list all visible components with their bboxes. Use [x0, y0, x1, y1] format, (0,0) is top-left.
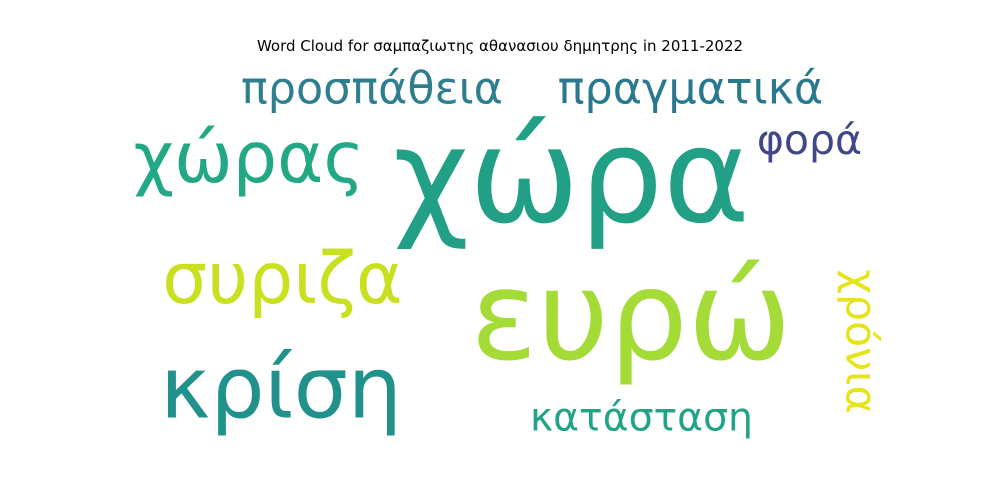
word-κρίση: κρίση — [160, 339, 402, 438]
word-προσπάθεια: προσπάθεια — [241, 63, 503, 114]
word-ευρώ: ευρώ — [470, 244, 791, 388]
word-συριζα: συριζα — [162, 237, 402, 320]
word-χώρα: χώρα — [393, 100, 750, 253]
word-φορά: φορά — [757, 116, 862, 164]
word-χρόνια: χρόνια — [835, 269, 885, 413]
word-πραγματικά: πραγματικά — [558, 63, 823, 114]
word-χώρας: χώρας — [134, 117, 365, 199]
word-κατάσταση: κατάσταση — [530, 396, 753, 441]
chart-title: Word Cloud for σαμπαζιωτης αθανασιου δημ… — [256, 37, 744, 55]
